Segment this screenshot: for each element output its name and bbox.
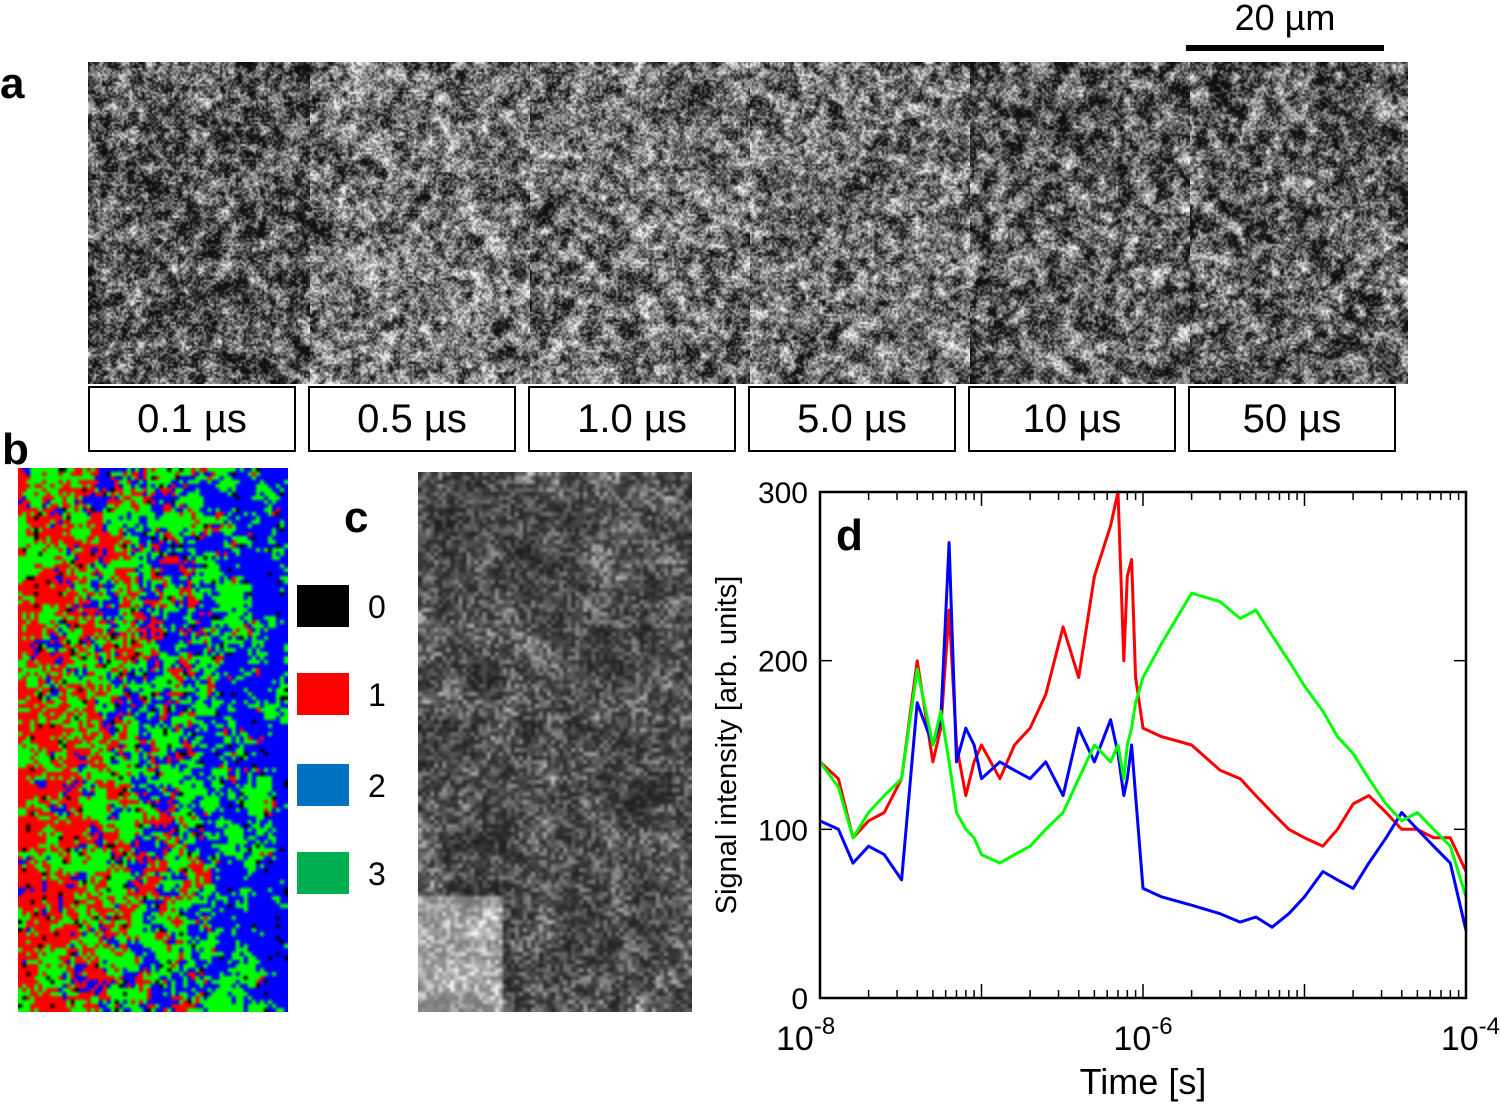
legend-swatch-1 xyxy=(297,673,349,715)
series-line-2 xyxy=(819,541,1468,931)
intensity-image xyxy=(418,472,692,1012)
chart-tick-labels: 0 100 200 300 10-8 10-6 10-4 xyxy=(758,477,1500,1058)
frame-image-2 xyxy=(310,62,530,384)
panel-label-d: d xyxy=(836,511,863,560)
series-line-1 xyxy=(818,490,1468,873)
frame-image-3 xyxy=(530,62,750,384)
cluster-map xyxy=(18,468,288,1012)
time-label-2: 0.5 µs xyxy=(308,386,516,452)
plot-frame xyxy=(818,490,1468,1000)
series-line-3 xyxy=(818,591,1468,898)
x-tick-label: 10-8 xyxy=(776,1013,835,1058)
legend-label-2: 2 xyxy=(368,768,386,804)
x-tick-label: 10-4 xyxy=(1441,1013,1500,1058)
time-label-6: 50 µs xyxy=(1188,386,1396,452)
chart-series-group xyxy=(818,490,1468,931)
y-axis-label: Signal intensity [arb. units] xyxy=(711,576,743,915)
legend-swatch-3 xyxy=(297,852,349,894)
legend-label-3: 3 xyxy=(368,856,386,892)
time-label-4: 5.0 µs xyxy=(748,386,956,452)
scale-bar xyxy=(1186,45,1384,51)
x-tick-label: 10-6 xyxy=(1113,1013,1172,1058)
panel-label-c: c xyxy=(344,493,369,542)
legend-swatch-2 xyxy=(297,764,349,806)
scale-bar-label: 20 µm xyxy=(1234,0,1336,38)
y-tick-label: 300 xyxy=(758,477,808,510)
x-axis-label: Time [s] xyxy=(1080,1061,1207,1102)
frame-image-1 xyxy=(88,62,310,384)
frame-image-4 xyxy=(750,62,970,384)
chart-minor-ticks xyxy=(819,491,1466,999)
y-tick-label: 200 xyxy=(758,646,808,679)
panel-label-a: a xyxy=(0,59,25,108)
time-label-3: 1.0 µs xyxy=(528,386,736,452)
y-tick-label: 0 xyxy=(791,983,808,1016)
panel-label-b: b xyxy=(2,425,29,474)
frame-image-6 xyxy=(1190,62,1408,384)
legend-swatch-0 xyxy=(297,585,349,627)
frame-image-5 xyxy=(970,62,1190,384)
legend-label-0: 0 xyxy=(368,589,386,625)
signal-intensity-chart: 0 100 200 300 10-8 10-6 10-4 d Time [s] Signal… xyxy=(711,477,1500,1102)
y-tick-label: 100 xyxy=(758,814,808,847)
time-label-1: 0.1 µs xyxy=(88,386,296,452)
time-label-5: 10 µs xyxy=(968,386,1176,452)
legend-label-1: 1 xyxy=(368,677,386,713)
